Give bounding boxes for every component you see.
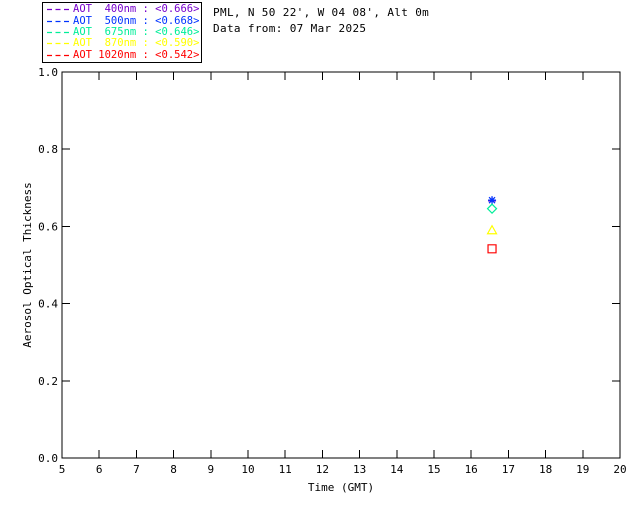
x-tick-label: 8 (170, 463, 177, 476)
y-tick-label: 0.4 (38, 298, 58, 311)
x-tick-label: 20 (613, 463, 626, 476)
dashed-line-icon (47, 9, 69, 11)
x-tick-label: 15 (427, 463, 440, 476)
marker-aot-870nm (486, 224, 498, 235)
legend-label-870nm: AOT 870nm : <0.590> (73, 37, 200, 50)
x-tick-label: 11 (279, 463, 292, 476)
marker-aot-675nm (486, 203, 498, 214)
x-tick-label: 17 (502, 463, 515, 476)
data-markers (486, 196, 498, 254)
plot-frame (61, 71, 621, 459)
dashed-line-icon (47, 31, 69, 34)
x-tick-label: 10 (241, 463, 254, 476)
legend-item-675nm: AOT 675nm : <0.646> (47, 25, 201, 38)
x-tick-label: 19 (576, 463, 589, 476)
x-tick-label: 13 (353, 463, 366, 476)
x-tick-label: 12 (316, 463, 329, 476)
legend-label-1020nm: AOT 1020nm : <0.542> (73, 48, 200, 61)
dashed-line-icon (47, 43, 69, 45)
station-info-text: PML, N 50 22', W 04 08', Alt 0m (213, 6, 430, 19)
legend-item-400nm: AOT 400nm : <0.666> (47, 4, 201, 15)
legend-label-400nm: AOT 400nm : <0.666> (73, 3, 200, 16)
legend-label-500nm: AOT 500nm : <0.668> (73, 14, 200, 27)
x-tick-label: 5 (59, 463, 66, 476)
dashed-line-icon (47, 20, 69, 22)
x-tick-label: 7 (133, 463, 140, 476)
y-tick-label: 0.2 (38, 375, 58, 388)
legend-label-675nm: AOT 675nm : <0.646> (73, 25, 200, 38)
y-tick-label: 0.0 (38, 452, 58, 465)
y-axis-title: Aerosol Optical Thickness (21, 182, 34, 348)
y-tick-label: 0.8 (38, 143, 58, 156)
tick-labels: 5 6 7 8 9 10 11 12 13 14 15 16 17 18 19 20 0.0 0.2 0.4 0.6 0… (38, 66, 627, 476)
x-tick-label: 6 (96, 463, 103, 476)
x-tick-label: 18 (539, 463, 552, 476)
legend-item-1020nm: AOT 1020nm : <0.542> (47, 48, 201, 61)
legend-item-870nm: AOT 870nm : <0.590> (47, 38, 201, 49)
data-date-text: Data from: 07 Mar 2025 (213, 22, 367, 35)
dashed-line-icon (47, 54, 69, 56)
y-tick-label: 1.0 (38, 66, 58, 79)
legend-box: AOT 400nm : <0.666> AOT 500nm : <0.668> … (42, 2, 202, 63)
y-tick-label: 0.6 (38, 220, 58, 233)
axes (61, 71, 621, 459)
x-tick-label: 16 (465, 463, 478, 476)
marker-aot-1020nm (487, 244, 497, 254)
legend-item-500nm: AOT 500nm : <0.668> (47, 14, 201, 27)
x-tick-label: 9 (207, 463, 214, 476)
x-tick-label: 14 (390, 463, 404, 476)
x-axis-title: Time (GMT) (308, 481, 374, 494)
marker-aot-500nm (488, 196, 497, 205)
